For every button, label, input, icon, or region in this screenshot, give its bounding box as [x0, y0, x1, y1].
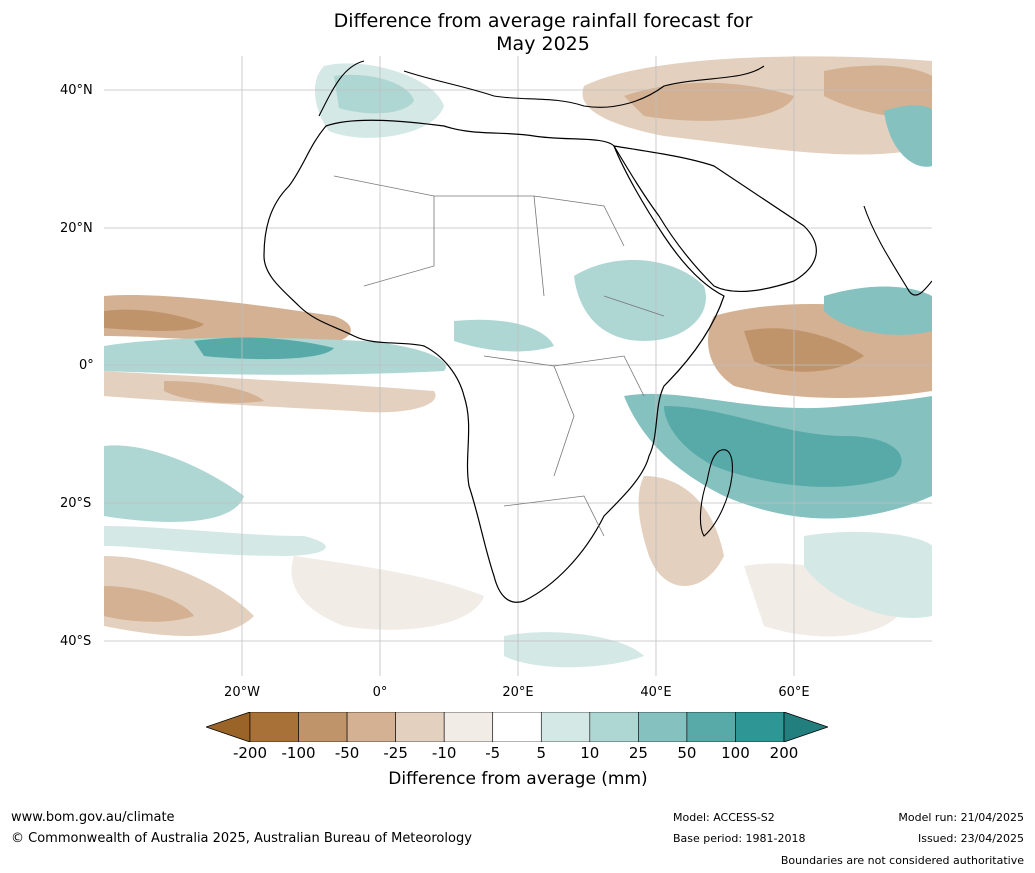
title-line-2: May 2025 — [496, 33, 590, 55]
colorbar-swatch — [686, 711, 736, 743]
colorbar-swatch — [492, 711, 542, 743]
colorbar-tick-label: 5 — [536, 744, 547, 762]
madagascar-outline — [699, 449, 733, 537]
colorbar-tick-label: 200 — [769, 744, 799, 762]
india-coast — [863, 205, 932, 296]
colorbar-swatch — [735, 711, 785, 743]
colorbar-swatch — [395, 711, 445, 743]
footer-base-period: Base period: 1981-2018 — [673, 832, 806, 845]
colorbar-tick-label: -100 — [281, 744, 316, 762]
colorbar-swatch — [298, 711, 348, 743]
arabia-outline — [612, 145, 817, 293]
colorbar-swatch — [249, 711, 299, 743]
colorbar-tick-label: 25 — [628, 744, 648, 762]
footer-copyright: © Commonwealth of Australia 2025, Austra… — [11, 831, 472, 846]
title-line-1: Difference from average rainfall forecas… — [333, 10, 753, 32]
colorbar-extend-low — [204, 711, 251, 743]
colorbar-tick-label: -200 — [232, 744, 268, 762]
footer-issued: Issued: 23/04/2025 — [917, 832, 1024, 845]
lon-label-20w: 20°W — [224, 685, 260, 700]
colorbar-extend-high — [783, 711, 830, 743]
europe-coast — [318, 60, 765, 117]
lat-label-20s: 20°S — [60, 496, 92, 511]
colorbar — [204, 711, 830, 743]
country-borders — [333, 175, 665, 537]
lon-label-0: 0° — [372, 685, 388, 700]
footer-model-run: Model run: 21/04/2025 — [898, 811, 1024, 824]
colorbar-tick-label: 100 — [721, 744, 750, 762]
colorbar-swatch — [589, 711, 639, 743]
colorbar-tick-label: -5 — [485, 744, 501, 762]
footer-disclaimer: Boundaries are not considered authoritat… — [780, 854, 1024, 867]
colorbar-tick-label: -50 — [334, 744, 360, 762]
lon-label-60e: 60°E — [778, 685, 810, 700]
graticule — [104, 56, 932, 676]
rainfall-map — [104, 56, 932, 676]
lon-label-40e: 40°E — [640, 685, 672, 700]
colorbar-swatch — [540, 711, 591, 743]
colorbar-tick-label: 10 — [580, 744, 600, 762]
anomaly-fills — [104, 56, 932, 668]
footer-url: www.bom.gov.au/climate — [11, 810, 175, 825]
map-canvas — [104, 56, 932, 676]
colorbar-tick-label: -25 — [383, 744, 408, 762]
colorbar-swatch — [638, 711, 688, 743]
africa-outline — [263, 119, 725, 603]
colorbar-svg — [204, 711, 830, 743]
lat-label-0: 0° — [79, 358, 94, 373]
colorbar-tick-label: -10 — [431, 744, 457, 762]
colorbar-title: Difference from average (mm) — [388, 769, 648, 789]
map-title: Difference from average rainfall forecas… — [243, 10, 843, 56]
footer-model: Model: ACCESS-S2 — [673, 811, 775, 824]
lat-label-20n: 20°N — [60, 221, 93, 236]
colorbar-swatch — [346, 711, 396, 743]
lat-label-40s: 40°S — [60, 634, 92, 649]
lon-label-20e: 20°E — [502, 685, 534, 700]
colorbar-swatch — [443, 711, 494, 743]
lat-label-40n: 40°N — [60, 83, 93, 98]
colorbar-tick-label: 50 — [677, 744, 697, 762]
